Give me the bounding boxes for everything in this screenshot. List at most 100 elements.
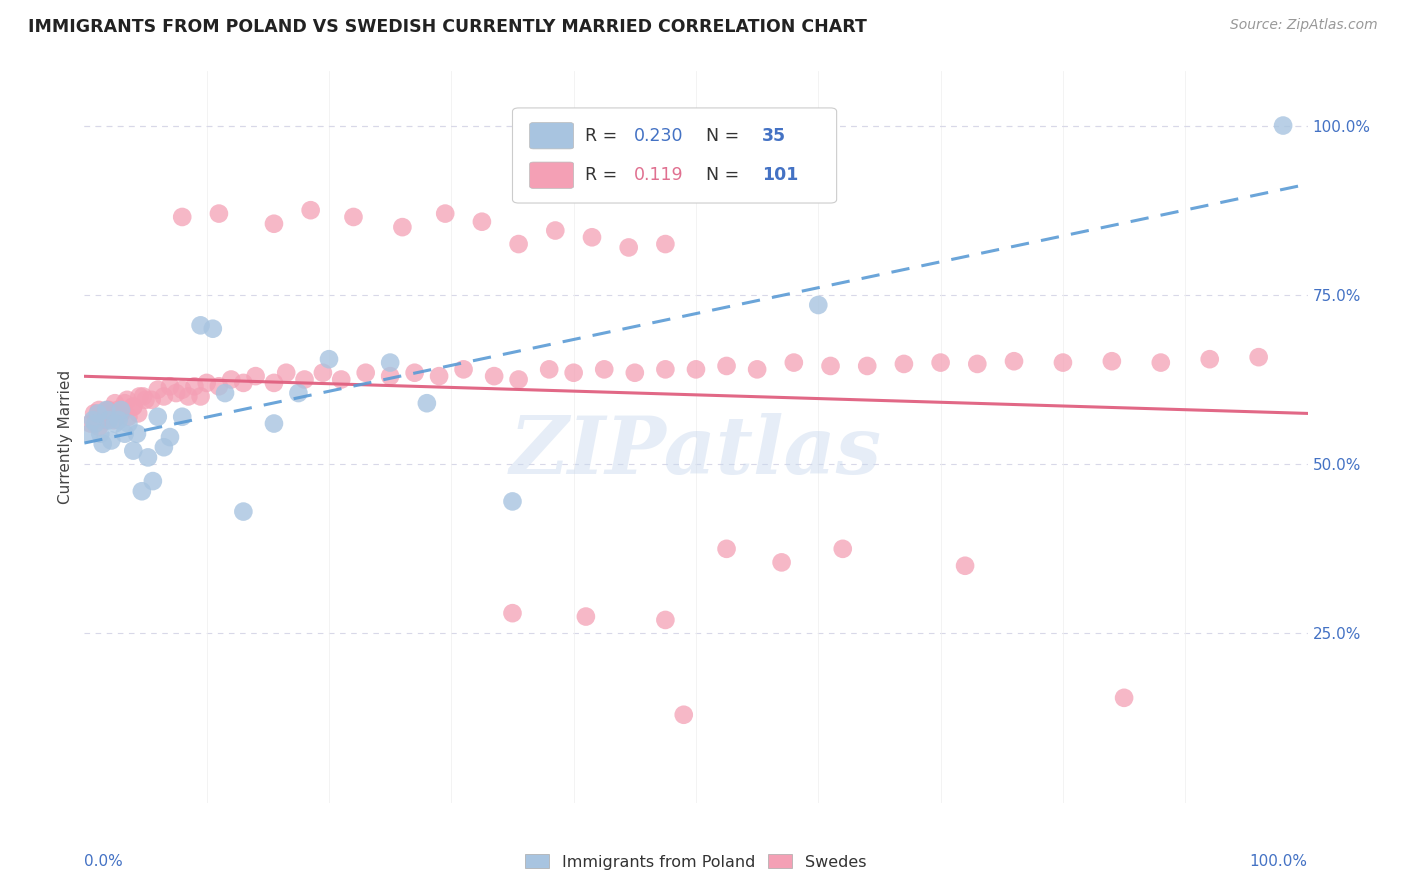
Point — [132, 389, 155, 403]
Point — [427, 369, 450, 384]
Point — [131, 484, 153, 499]
Point — [128, 389, 150, 403]
Point — [380, 355, 402, 369]
Text: R =: R = — [585, 166, 628, 185]
Point — [453, 362, 475, 376]
Point — [502, 606, 524, 620]
Point — [93, 409, 115, 424]
Point — [391, 220, 413, 235]
FancyBboxPatch shape — [530, 162, 574, 188]
Point — [624, 366, 647, 380]
Point — [593, 362, 616, 376]
Point — [86, 413, 108, 427]
Point — [97, 413, 120, 427]
Point — [165, 386, 187, 401]
Point — [294, 372, 316, 386]
Point — [434, 206, 457, 220]
Point — [380, 369, 402, 384]
Point — [97, 403, 120, 417]
Text: 100.0%: 100.0% — [1250, 854, 1308, 869]
Point — [135, 392, 157, 407]
Point — [747, 362, 769, 376]
Point — [142, 474, 165, 488]
Point — [96, 403, 118, 417]
Point — [105, 403, 128, 417]
Point — [263, 376, 285, 390]
Point — [716, 359, 738, 373]
Point — [654, 237, 676, 252]
Point — [232, 505, 254, 519]
Point — [201, 322, 224, 336]
Point — [94, 413, 117, 427]
Point — [1101, 354, 1123, 368]
Point — [263, 417, 285, 431]
Point — [508, 372, 530, 386]
Point — [929, 355, 952, 369]
FancyBboxPatch shape — [530, 122, 574, 149]
Text: IMMIGRANTS FROM POLAND VS SWEDISH CURRENTLY MARRIED CORRELATION CHART: IMMIGRANTS FROM POLAND VS SWEDISH CURREN… — [28, 18, 868, 36]
Point — [208, 206, 231, 220]
Point — [502, 494, 524, 508]
Point — [89, 426, 111, 441]
Y-axis label: Currently Married: Currently Married — [58, 370, 73, 504]
Point — [141, 392, 163, 407]
Point — [122, 400, 145, 414]
Point — [159, 379, 181, 393]
FancyBboxPatch shape — [513, 108, 837, 203]
Point — [110, 403, 132, 417]
Point — [232, 376, 254, 390]
Point — [117, 417, 139, 431]
Point — [1150, 355, 1173, 369]
Point — [84, 417, 107, 431]
Point — [104, 396, 127, 410]
Point — [575, 609, 598, 624]
Point — [354, 366, 377, 380]
Point — [544, 223, 567, 237]
Point — [91, 437, 114, 451]
Point — [1002, 354, 1025, 368]
Point — [318, 352, 340, 367]
Point — [172, 383, 194, 397]
Point — [153, 440, 176, 454]
Point — [581, 230, 603, 244]
Point — [654, 613, 676, 627]
Point — [299, 203, 322, 218]
Point — [98, 406, 121, 420]
Point — [177, 389, 200, 403]
Point — [110, 406, 132, 420]
Point — [820, 359, 842, 373]
Point — [79, 417, 101, 431]
Point — [245, 369, 267, 384]
Text: 101: 101 — [762, 166, 799, 185]
Point — [91, 409, 114, 424]
Point — [127, 406, 149, 420]
Point — [103, 413, 125, 427]
Point — [77, 426, 100, 441]
Point — [183, 379, 205, 393]
Point — [538, 362, 561, 376]
Point — [966, 357, 988, 371]
Point — [87, 406, 110, 420]
Text: R =: R = — [585, 127, 623, 145]
Point — [114, 426, 136, 441]
Point — [654, 362, 676, 376]
Point — [153, 389, 176, 403]
Point — [172, 409, 194, 424]
Text: ZIPatlas: ZIPatlas — [510, 413, 882, 491]
Point — [482, 369, 505, 384]
Point — [770, 555, 793, 569]
Point — [195, 376, 218, 390]
Point — [83, 406, 105, 420]
Text: 35: 35 — [762, 127, 786, 145]
Point — [1198, 352, 1220, 367]
Legend: Immigrants from Poland, Swedes: Immigrants from Poland, Swedes — [519, 847, 873, 876]
Point — [100, 434, 122, 448]
Point — [562, 366, 585, 380]
Point — [219, 372, 242, 386]
Point — [893, 357, 915, 371]
Point — [190, 389, 212, 403]
Point — [122, 443, 145, 458]
Point — [146, 383, 169, 397]
Point — [617, 240, 640, 254]
Point — [117, 409, 139, 424]
